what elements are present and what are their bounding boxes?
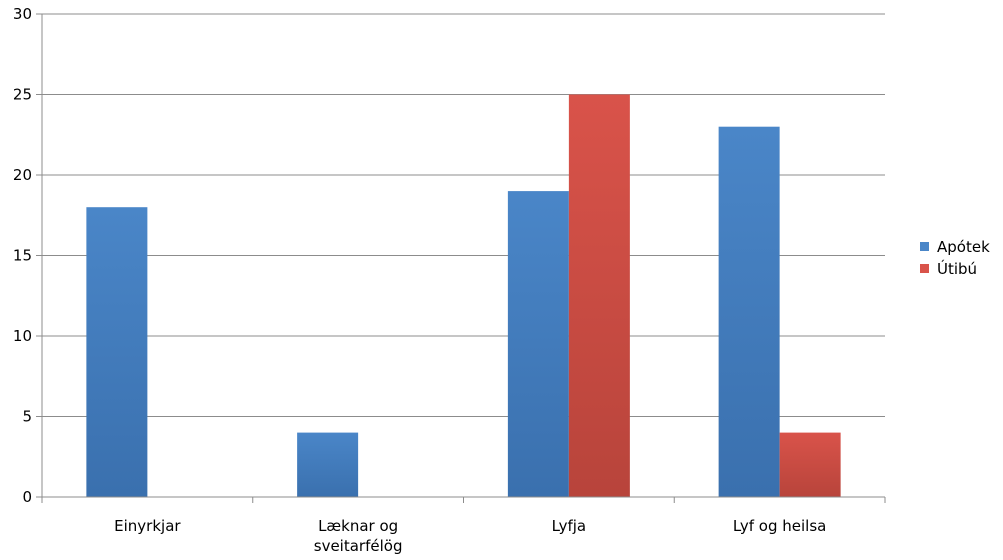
legend: Apótek Útibú (920, 238, 990, 278)
bar-0-3 (718, 126, 780, 497)
y-tick-label-0: 0 (22, 488, 32, 506)
axes (41, 14, 886, 503)
y-tick-label-20: 20 (13, 166, 32, 184)
bars (86, 94, 841, 497)
bar-0-0 (86, 207, 148, 497)
bar-0-2 (507, 191, 569, 497)
x-category-label-1-1: sveitarfélög (314, 537, 403, 555)
y-tick-label-25: 25 (13, 86, 32, 104)
x-category-labels: Einyrkjar Læknar og sveitarfélög Lyfja Lyf o… (114, 517, 826, 555)
x-category-label-2-0: Lyfja (552, 517, 587, 535)
legend-label-0: Apótek (937, 238, 990, 256)
x-category-label-3-0: Lyf og heilsa (733, 517, 826, 535)
bar-1-2 (568, 94, 630, 497)
x-category-label-1-0: Læknar og (318, 517, 398, 535)
y-tick-label-10: 10 (13, 327, 32, 345)
legend-swatch-1 (920, 264, 929, 273)
y-tick-labels: 0 5 10 15 20 25 30 (13, 5, 32, 506)
legend-swatch-0 (920, 242, 929, 251)
legend-label-1: Útibú (937, 259, 977, 278)
y-tick-label-5: 5 (22, 408, 32, 426)
bar-0-1 (297, 432, 359, 497)
y-tick-label-15: 15 (13, 247, 32, 265)
y-tick-label-30: 30 (13, 5, 32, 23)
bar-1-3 (779, 432, 841, 497)
x-category-label-0-0: Einyrkjar (114, 517, 181, 535)
